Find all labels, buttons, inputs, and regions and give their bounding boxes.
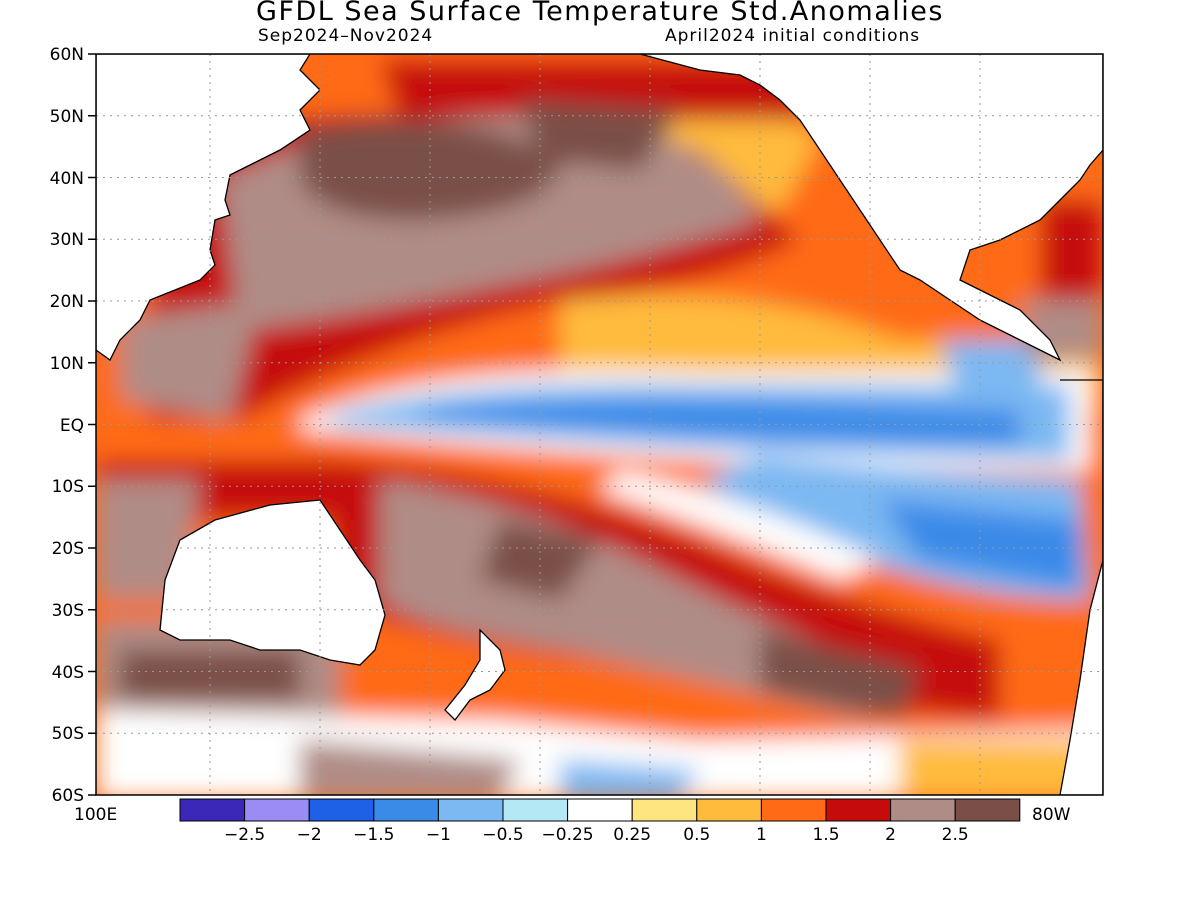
lat-label: 40S bbox=[52, 663, 84, 683]
colorbar-tick-label: −1.5 bbox=[353, 825, 394, 845]
lat-label: 60S bbox=[52, 786, 84, 806]
lat-label: 30S bbox=[52, 601, 84, 621]
lon-label-right: 80W bbox=[1032, 805, 1071, 825]
south-america-landmass bbox=[1059, 379, 1103, 795]
lat-label: 60N bbox=[50, 45, 84, 65]
colorbar-swatch bbox=[890, 798, 956, 822]
land-masses bbox=[96, 54, 1103, 795]
map-title: GFDL Sea Surface Temperature Std.Anomali… bbox=[256, 0, 944, 27]
colorbar: −2.5 −2 −1.5 −1 −0.5 −0.25 0.25 0.5 1 1.5 2 2.5 bbox=[179, 798, 1021, 845]
colorbar-tick-label: −0.5 bbox=[482, 825, 523, 845]
lat-label: 40N bbox=[50, 169, 84, 189]
lat-label: 20S bbox=[52, 539, 84, 559]
colorbar-swatch bbox=[244, 798, 310, 822]
colorbar-tick-label: −2.5 bbox=[224, 825, 265, 845]
north-america-landmass bbox=[639, 54, 1103, 362]
colorbar-swatch bbox=[760, 798, 827, 822]
colorbar-swatch bbox=[179, 798, 246, 822]
lat-label: 50S bbox=[52, 724, 84, 744]
colorbar-tick-label: 0.5 bbox=[683, 825, 710, 845]
initial-conditions: April2024 initial conditions bbox=[665, 26, 921, 46]
colorbar-swatch bbox=[696, 798, 762, 822]
australia-landmass bbox=[159, 499, 386, 666]
new-zealand-landmass bbox=[444, 628, 506, 721]
colorbar-swatch bbox=[567, 798, 633, 822]
colorbar-tick-label: 2.5 bbox=[942, 825, 969, 845]
colorbar-swatch bbox=[954, 798, 1021, 822]
lat-label: 10S bbox=[52, 477, 84, 497]
colorbar-tick-label: 0.25 bbox=[613, 825, 651, 845]
colorbar-swatch bbox=[631, 798, 698, 822]
asia-landmass bbox=[96, 54, 321, 361]
colorbar-swatch bbox=[825, 798, 892, 822]
lat-label: 10N bbox=[50, 354, 84, 374]
forecast-period: Sep2024–Nov2024 bbox=[258, 26, 434, 46]
colorbar-swatch bbox=[502, 798, 569, 822]
lon-label-left: 100E bbox=[74, 805, 117, 825]
colorbar-tick-label: −0.25 bbox=[542, 825, 594, 845]
lat-label: 50N bbox=[50, 107, 84, 127]
colorbar-tick-label: −1 bbox=[426, 825, 451, 845]
colorbar-tick-label: 2 bbox=[885, 825, 896, 845]
lat-label: 20N bbox=[50, 292, 84, 312]
colorbar-swatch bbox=[373, 798, 439, 822]
lat-label: EQ bbox=[60, 416, 84, 436]
colorbar-tick-label: 1.5 bbox=[812, 825, 839, 845]
lat-label: 30N bbox=[50, 230, 84, 250]
graticule bbox=[96, 54, 1103, 795]
lat-axis bbox=[88, 53, 96, 796]
colorbar-tick-label: 1 bbox=[756, 825, 767, 845]
colorbar-swatch bbox=[437, 798, 504, 822]
colorbar-tick-label: −2 bbox=[297, 825, 322, 845]
colorbar-swatch bbox=[308, 798, 375, 822]
